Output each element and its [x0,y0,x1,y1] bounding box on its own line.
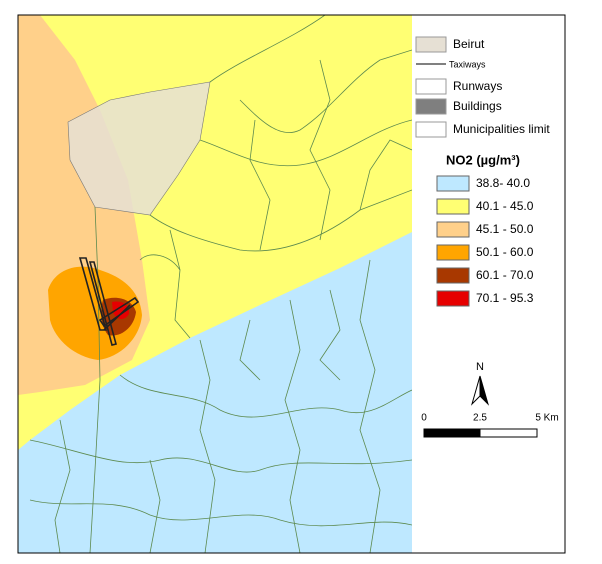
municipality-limits [29,15,412,553]
beirut-area [67,81,211,216]
legend: Beirut Taxiways Runways Buildings Munici… [415,36,550,307]
north-label: N [476,361,484,373]
scale-label: 0 [421,413,427,424]
scale-segment [423,428,481,438]
class-label: 38.8- 40.0 [476,176,530,190]
legend-label: Runways [453,79,502,93]
no2-classes: 38.8- 40.0 40.1 - 45.0 45.1 - 50.0 50.1 - 6… [436,175,534,307]
scale-segment [479,428,538,438]
legend-swatch [415,98,447,115]
scale-label: 2.5 [473,413,487,424]
arrow-right [479,375,490,406]
class-label: 45.1 - 50.0 [476,222,534,236]
frame [17,14,566,554]
class-label: 40.1 - 45.0 [476,199,534,213]
legend-label: Beirut [453,37,485,51]
legend-swatch [415,78,447,95]
scale-bar: 0 2.5 5 Km [421,413,559,438]
class-swatch [436,267,470,284]
class-label: 50.1 - 60.0 [476,245,534,259]
class-swatch [436,290,470,307]
zone-38-40 [18,232,412,553]
no2-legend-title: NO2 (µg/m³) [446,152,520,167]
runways [78,257,140,346]
class-swatch [436,244,470,261]
class-swatch [436,198,470,215]
class-label: 60.1 - 70.0 [476,268,534,282]
map-area [18,15,412,553]
north-arrow: N [470,361,490,406]
zone-70-95 [112,301,130,320]
class-swatch [436,221,470,238]
legend-label: Taxiways [449,59,486,69]
legend-label: Municipalities limit [453,122,550,136]
scale-label: 5 Km [535,413,558,424]
legend-swatch [415,36,447,53]
class-swatch [436,175,470,192]
legend-label: Buildings [453,99,502,113]
class-label: 70.1 - 95.3 [476,291,534,305]
arrow-left [470,375,481,406]
legend-swatch [415,121,447,138]
